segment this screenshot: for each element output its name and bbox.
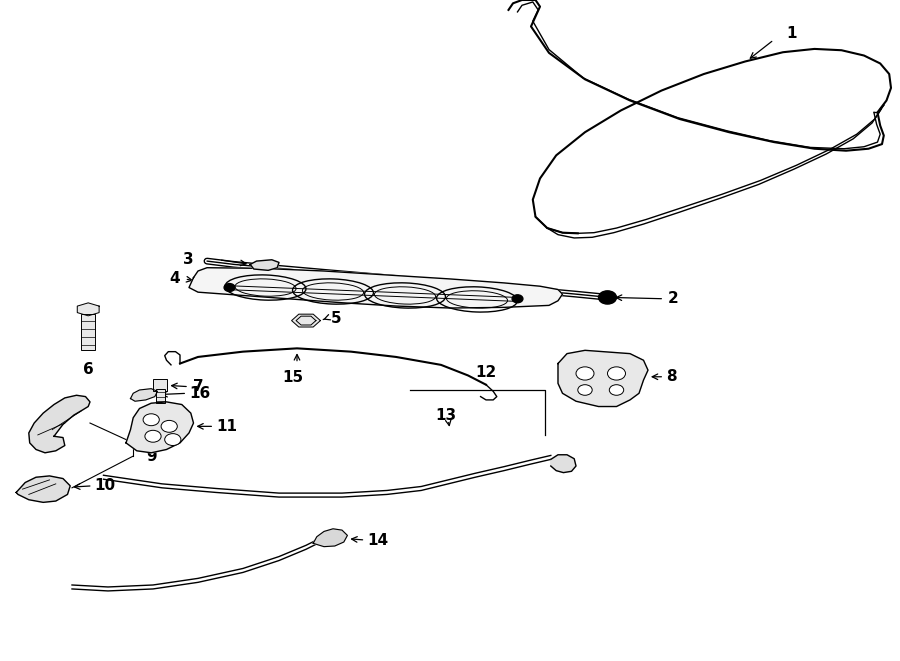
Circle shape (161, 420, 177, 432)
Circle shape (143, 414, 159, 426)
Text: 12: 12 (475, 365, 497, 380)
Polygon shape (16, 476, 70, 502)
Circle shape (576, 367, 594, 380)
Circle shape (224, 284, 235, 292)
Polygon shape (29, 395, 90, 453)
Polygon shape (250, 260, 279, 270)
Polygon shape (313, 529, 347, 547)
Text: 8: 8 (666, 369, 677, 384)
Circle shape (165, 434, 181, 446)
Text: 10: 10 (94, 479, 115, 493)
Polygon shape (551, 455, 576, 473)
Circle shape (578, 385, 592, 395)
Text: 7: 7 (194, 379, 204, 394)
Circle shape (598, 291, 616, 304)
Polygon shape (77, 303, 99, 316)
Bar (156, 389, 165, 403)
Polygon shape (189, 268, 562, 308)
Text: 15: 15 (282, 370, 303, 385)
Circle shape (608, 367, 625, 380)
Text: 11: 11 (216, 419, 237, 434)
Text: 6: 6 (83, 362, 94, 377)
Circle shape (512, 295, 523, 303)
Text: 2: 2 (668, 292, 679, 306)
Polygon shape (126, 402, 194, 453)
Text: 3: 3 (183, 253, 194, 267)
Circle shape (609, 385, 624, 395)
Polygon shape (130, 389, 158, 401)
Polygon shape (558, 350, 648, 407)
Text: 13: 13 (435, 408, 456, 422)
Text: 4: 4 (169, 272, 180, 286)
Text: 1: 1 (787, 26, 797, 40)
Text: 16: 16 (189, 386, 211, 401)
Text: 5: 5 (331, 311, 342, 326)
Polygon shape (292, 314, 320, 327)
Circle shape (145, 430, 161, 442)
Bar (153, 379, 167, 391)
Text: 9: 9 (147, 449, 158, 463)
Text: 14: 14 (367, 533, 388, 548)
Bar (81, 314, 95, 350)
